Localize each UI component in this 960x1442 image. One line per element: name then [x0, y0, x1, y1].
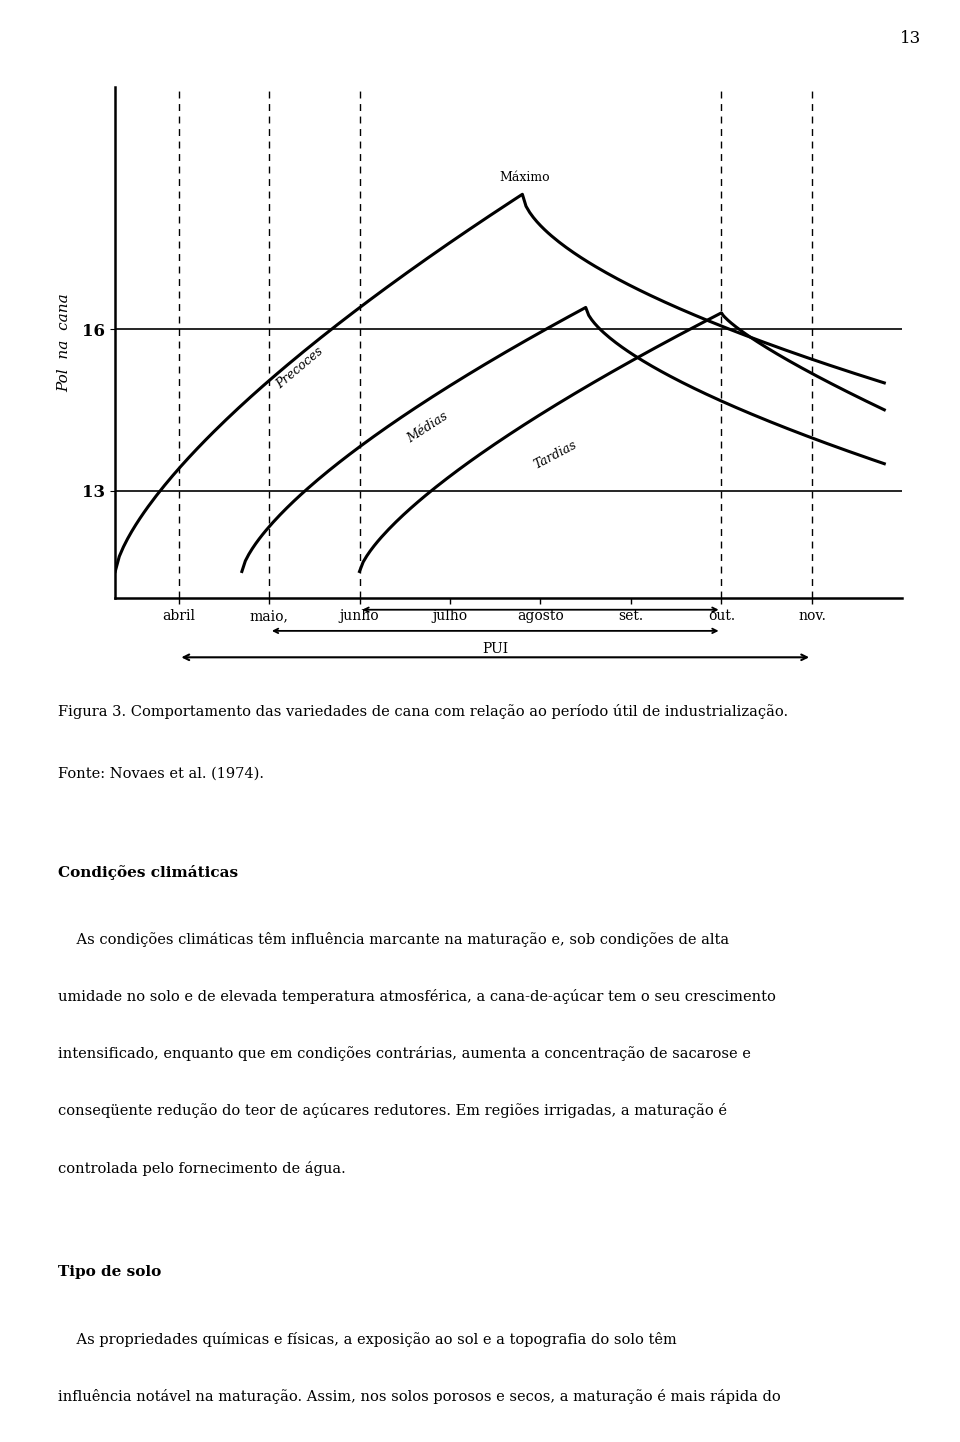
- Text: Precoces: Precoces: [274, 345, 325, 391]
- Text: As propriedades químicas e físicas, a exposição ao sol e a topografia do solo tê: As propriedades químicas e físicas, a ex…: [58, 1332, 677, 1347]
- Text: conseqüente redução do teor de açúcares redutores. Em regiões irrigadas, a matur: conseqüente redução do teor de açúcares …: [58, 1103, 727, 1119]
- Text: Máximo: Máximo: [500, 170, 550, 183]
- Text: Condições climáticas: Condições climáticas: [58, 865, 238, 880]
- Y-axis label: Pol  na  cana: Pol na cana: [58, 293, 71, 392]
- Text: 13: 13: [900, 30, 922, 48]
- Text: As condições climáticas têm influência marcante na maturação e, sob condições de: As condições climáticas têm influência m…: [58, 932, 729, 947]
- Text: umidade no solo e de elevada temperatura atmosférica, a cana-de-açúcar tem o seu: umidade no solo e de elevada temperatura…: [58, 989, 776, 1004]
- Text: Tipo de solo: Tipo de solo: [58, 1265, 161, 1279]
- Text: intensificado, enquanto que em condições contrárias, aumenta a concentração de s: intensificado, enquanto que em condições…: [58, 1047, 751, 1061]
- Text: Tardias: Tardias: [532, 438, 579, 472]
- Text: Figura 3. Comportamento das variedades de cana com relação ao período útil de in: Figura 3. Comportamento das variedades d…: [58, 704, 788, 720]
- Text: PUI: PUI: [482, 642, 508, 656]
- Text: Médias: Médias: [405, 410, 450, 446]
- Text: Fonte: Novaes et al. (1974).: Fonte: Novaes et al. (1974).: [58, 767, 264, 782]
- Text: influência notável na maturação. Assim, nos solos porosos e secos, a maturação é: influência notável na maturação. Assim, …: [58, 1389, 780, 1405]
- Text: controlada pelo fornecimento de água.: controlada pelo fornecimento de água.: [58, 1161, 346, 1175]
